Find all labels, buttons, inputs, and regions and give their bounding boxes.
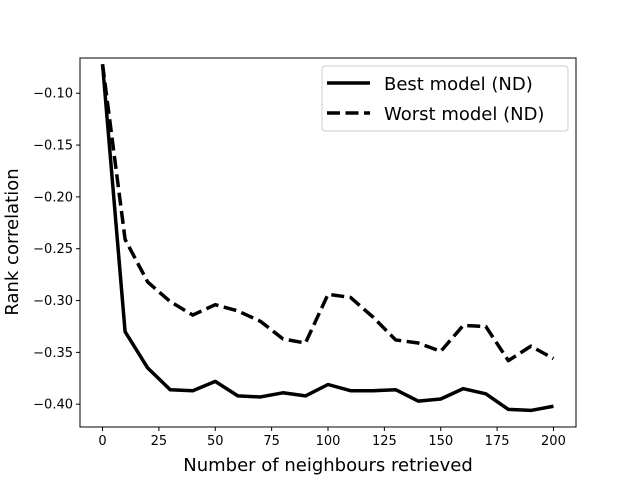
worst-model-line xyxy=(100,63,555,363)
y-axis: −0.10 −0.15 −0.20 −0.25 −0.30 −0.35 −0.40 xyxy=(33,87,80,413)
y-tick-label: −0.35 xyxy=(33,346,73,361)
x-axis: 0 25 50 75 100 125 150 175 200 xyxy=(98,427,566,449)
y-axis-title: Rank correlation xyxy=(2,168,23,315)
legend-label-best-model: Best model (ND) xyxy=(384,74,533,95)
x-tick-label: 0 xyxy=(98,434,106,449)
y-tick-label: −0.40 xyxy=(33,398,73,413)
best-model-line xyxy=(100,64,554,413)
x-tick-label: 50 xyxy=(207,434,224,449)
y-tick-label: −0.15 xyxy=(33,139,73,154)
x-tick-label: 25 xyxy=(151,434,168,449)
x-tick-label: 200 xyxy=(541,434,566,449)
x-tick-label: 75 xyxy=(263,434,280,449)
y-tick-label: −0.20 xyxy=(33,190,73,205)
legend-label-worst-model: Worst model (ND) xyxy=(384,104,544,125)
x-tick-label: 175 xyxy=(485,434,510,449)
y-tick-label: −0.10 xyxy=(33,87,73,102)
series-lines xyxy=(100,63,555,413)
y-tick-label: −0.25 xyxy=(33,242,73,257)
legend: Best model (ND) Worst model (ND) xyxy=(321,65,569,132)
x-tick-label: 150 xyxy=(428,434,453,449)
legend-frame xyxy=(321,65,569,132)
x-tick-label: 100 xyxy=(316,434,341,449)
x-tick-label: 125 xyxy=(372,434,397,449)
x-axis-title: Number of neighbours retrieved xyxy=(183,455,473,476)
y-tick-label: −0.30 xyxy=(33,294,73,309)
